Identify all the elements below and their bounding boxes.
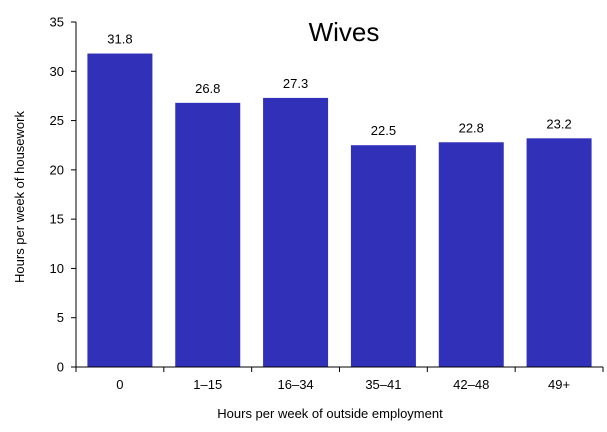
bar [350, 145, 416, 367]
axes-layer: 0 1–15 16–34 35–41 42–48 49+ 0 5 10 15 20 25 30 35 [50, 15, 604, 392]
x-axis-title: Hours per week of outside employment [217, 406, 443, 421]
y-axis-title: Hours per week of housework [12, 111, 27, 283]
bar [87, 53, 153, 367]
y-tick-label: 20 [50, 162, 64, 177]
y-tick-label: 15 [50, 212, 64, 227]
data-label: 27.3 [283, 76, 308, 91]
data-label: 22.5 [371, 123, 396, 138]
x-tick-label: 0 [116, 377, 123, 392]
bar [263, 97, 329, 368]
bar [438, 142, 504, 367]
data-label: 26.8 [195, 81, 220, 96]
data-label: 22.8 [459, 120, 484, 135]
data-label: 23.2 [546, 116, 571, 131]
data-label: 31.8 [107, 32, 132, 47]
bars-layer: 31.8 26.8 27.3 22.5 22.8 23.2 [87, 32, 592, 368]
y-tick-label: 30 [50, 64, 64, 79]
y-tick-label: 0 [57, 360, 64, 375]
x-tick-label: 42–48 [453, 377, 489, 392]
x-tick-label: 35–41 [365, 377, 401, 392]
bar [175, 102, 241, 367]
x-tick-label: 16–34 [278, 377, 314, 392]
chart-title: Wives [309, 17, 380, 47]
y-tick-label: 25 [50, 113, 64, 128]
y-tick-label: 5 [57, 310, 64, 325]
y-tick-label: 10 [50, 261, 64, 276]
y-tick-label: 35 [50, 15, 64, 30]
bar [526, 138, 592, 367]
x-tick-label: 1–15 [193, 377, 222, 392]
x-tick-label: 49+ [548, 377, 570, 392]
